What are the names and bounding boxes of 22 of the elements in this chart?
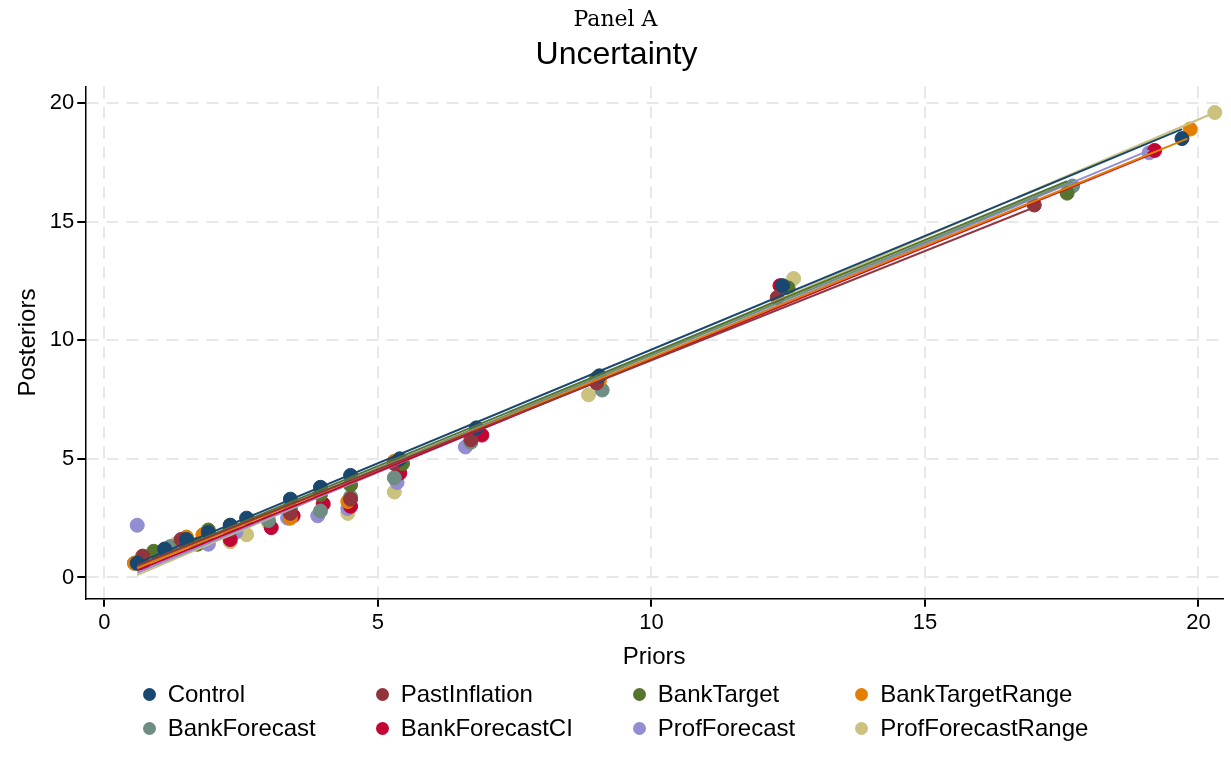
x-tick-label: 20 xyxy=(1186,609,1211,635)
x-tick-label: 5 xyxy=(371,609,385,635)
y-tick-label: 0 xyxy=(62,563,75,589)
legend-label: BankTargetRange xyxy=(880,680,1073,708)
chart-title: Uncertainty xyxy=(535,35,698,72)
y-tick-label: 5 xyxy=(62,444,75,470)
y-tick-label: 20 xyxy=(49,89,75,115)
legend-label: PastInflation xyxy=(400,680,533,708)
legend-label: BankTarget xyxy=(657,680,780,708)
x-tick-label: 10 xyxy=(639,609,664,635)
y-tick-label: 10 xyxy=(49,326,75,352)
legend-label: BankForecast xyxy=(167,714,316,742)
text: Panel A xyxy=(572,5,659,33)
x-tick-label: 0 xyxy=(98,609,111,635)
legend-label: ProfForecastRange xyxy=(880,714,1089,742)
y-axis-title: Posteriors xyxy=(13,288,41,397)
x-axis-title: Priors xyxy=(622,642,686,670)
legend-label: ProfForecast xyxy=(657,714,796,742)
y-tick-label: 15 xyxy=(49,207,75,233)
legend-label: BankForecastCI xyxy=(400,714,573,742)
legend-label: Control xyxy=(167,680,246,708)
x-tick-label: 15 xyxy=(912,609,938,635)
